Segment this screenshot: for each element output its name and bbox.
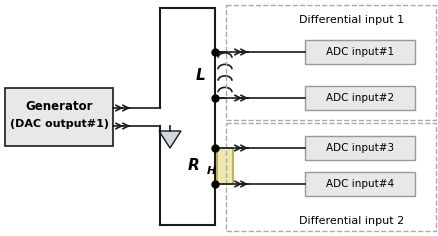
FancyBboxPatch shape [305, 172, 415, 196]
FancyBboxPatch shape [305, 136, 415, 160]
FancyBboxPatch shape [305, 40, 415, 64]
Polygon shape [159, 131, 181, 148]
Text: (DAC output#1): (DAC output#1) [10, 119, 109, 129]
Text: ADC input#4: ADC input#4 [326, 179, 394, 189]
Text: R: R [187, 159, 199, 173]
Text: Differential input 2: Differential input 2 [300, 216, 405, 226]
Text: Differential input 1: Differential input 1 [300, 15, 405, 25]
FancyBboxPatch shape [305, 86, 415, 110]
FancyBboxPatch shape [5, 88, 113, 146]
Text: H: H [207, 166, 216, 176]
Text: ADC input#2: ADC input#2 [326, 93, 394, 103]
Text: Generator: Generator [25, 100, 93, 113]
Text: ADC input#3: ADC input#3 [326, 143, 394, 153]
Text: ADC input#1: ADC input#1 [326, 47, 394, 57]
Text: L: L [196, 67, 206, 83]
FancyBboxPatch shape [217, 148, 233, 184]
